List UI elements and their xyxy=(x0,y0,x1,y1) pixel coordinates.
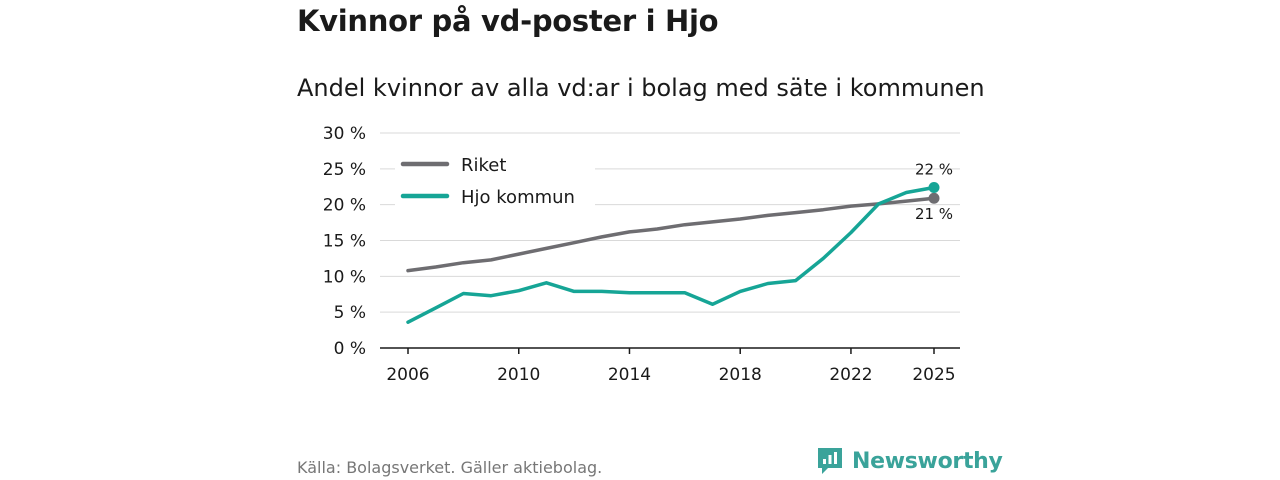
line-chart: 0 % 5 % 10 % 15 % 20 % 25 % 30 % 2006 2010 2014 2… xyxy=(323,124,960,385)
y-tick-label: 30 % xyxy=(323,124,366,144)
x-tick-label: 2025 xyxy=(912,365,955,385)
x-tick-label: 2006 xyxy=(386,365,429,385)
newsworthy-logo-icon xyxy=(818,448,842,474)
end-label-hjo-kommun: 22 % xyxy=(915,160,953,178)
x-tick-label: 2022 xyxy=(829,365,872,385)
x-tick-label: 2018 xyxy=(719,365,762,385)
series-end-point-riket xyxy=(928,192,940,204)
brand-logo: Newsworthy xyxy=(816,446,1003,476)
chart-title: Kvinnor på vd-poster i Hjo xyxy=(297,4,719,38)
series-line-hjo-kommun xyxy=(406,185,936,324)
source-note: Källa: Bolagsverket. Gäller aktiebolag. xyxy=(297,458,603,477)
brand-name: Newsworthy xyxy=(852,448,1003,474)
x-tick-label: 2014 xyxy=(608,365,651,385)
end-label-riket: 21 % xyxy=(915,205,953,223)
y-tick-label: 25 % xyxy=(323,160,366,180)
y-tick-label: 0 % xyxy=(334,339,366,359)
y-tick-label: 20 % xyxy=(323,196,366,216)
y-tick-label: 15 % xyxy=(323,232,366,252)
legend-label-riket: Riket xyxy=(461,155,506,176)
chart-subtitle: Andel kvinnor av alla vd:ar i bolag med … xyxy=(297,74,985,102)
y-tick-label: 5 % xyxy=(334,303,366,323)
series-line-riket xyxy=(406,196,936,273)
x-tick-label: 2010 xyxy=(497,365,540,385)
y-tick-label: 10 % xyxy=(323,267,366,287)
series-end-point-hjo-kommun xyxy=(928,181,940,193)
legend-label-hjo-kommun: Hjo kommun xyxy=(461,187,575,208)
